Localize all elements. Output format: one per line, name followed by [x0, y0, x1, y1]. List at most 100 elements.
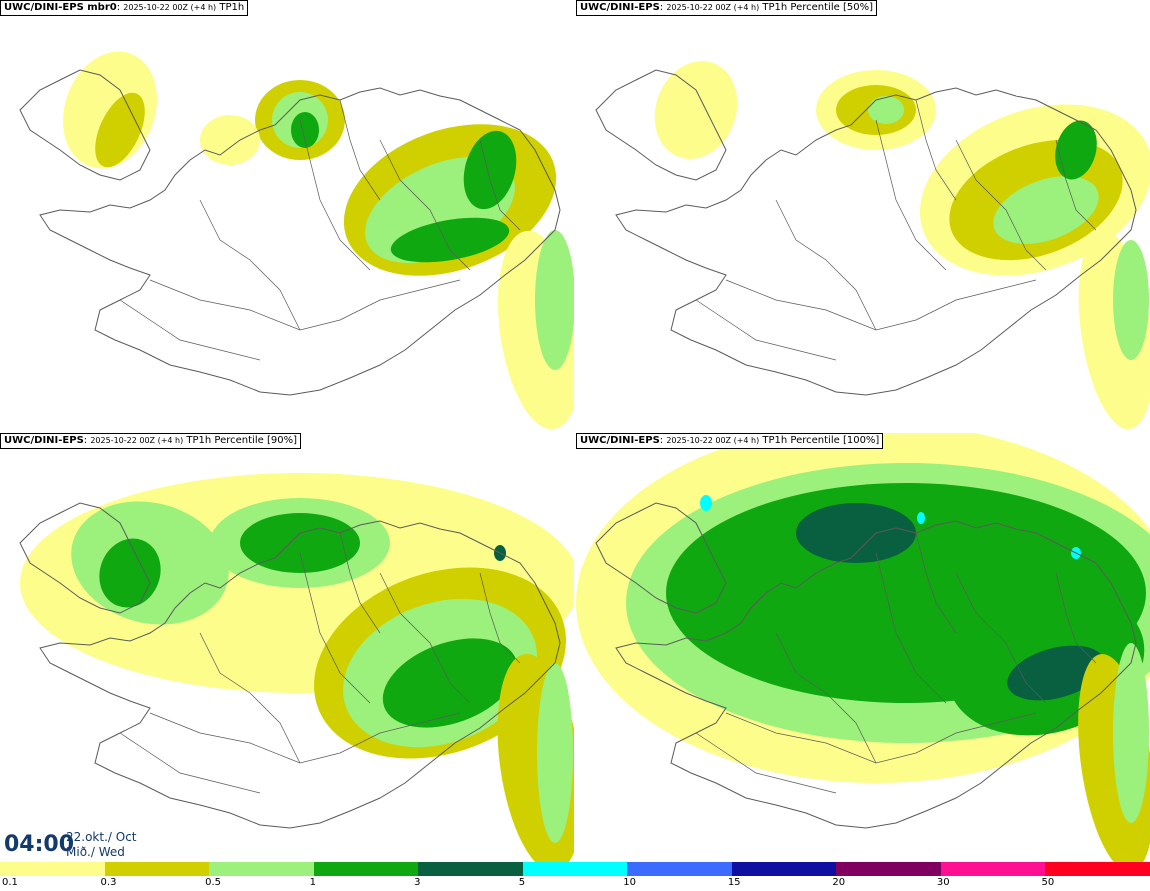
colorbar-segment [627, 862, 732, 876]
map-panel-p100: UWC/DINI-EPS: 2025-10-22 00Z (+4 h) TP1h… [576, 433, 1150, 862]
colorbar-segment [418, 862, 523, 876]
coastline [615, 520, 1137, 829]
precip-contour [654, 61, 738, 159]
road-line [955, 139, 1047, 271]
run-time: 2025-10-22 00Z (+4 h) [123, 3, 217, 12]
precip-map [595, 61, 1150, 429]
road-line [339, 99, 381, 201]
precip-colorbar [0, 862, 1150, 876]
map-panel-mbr0: UWC/DINI-EPS mbr0: 2025-10-22 00Z (+4 h)… [0, 0, 574, 429]
road-line [695, 299, 837, 361]
field-name: TP1h [219, 2, 245, 13]
iceland-outline [19, 502, 561, 829]
precip-contour [1113, 240, 1149, 360]
precip-contour [463, 130, 517, 210]
precip-contour [700, 495, 712, 511]
colorbar-tick-label: 20 [832, 877, 846, 888]
road-line [299, 119, 371, 271]
precip-contour [1007, 645, 1105, 701]
road-line [875, 552, 947, 704]
road-line [479, 139, 521, 231]
panel-title: UWC/DINI-EPS: 2025-10-22 00Z (+4 h) TP1h… [576, 433, 884, 449]
precip-map [19, 51, 574, 429]
colorbar-segment [940, 862, 1046, 876]
road-line [149, 279, 461, 331]
precip-field [576, 433, 1150, 862]
road-line [119, 299, 261, 361]
precip-contour [537, 663, 573, 843]
colorbar-tick-label: 30 [936, 877, 950, 888]
road-line [379, 139, 471, 271]
precip-field [62, 51, 574, 429]
colorbar-segment [731, 862, 837, 876]
road-line [379, 572, 471, 704]
colorbar-segment [0, 862, 105, 876]
valid-time-box: 04:00 22.okt./ Oct Mið./ Wed [0, 828, 140, 862]
panel-title: UWC/DINI-EPS mbr0: 2025-10-22 00Z (+4 h)… [0, 0, 249, 16]
precip-contour [535, 230, 574, 370]
road-line [695, 732, 837, 794]
colorbar-segment [104, 862, 210, 876]
coastline [39, 87, 561, 396]
model-name: UWC/DINI-EPS mbr0 [4, 2, 117, 13]
precip-contour [917, 512, 925, 524]
road-line [725, 279, 1037, 331]
valid-date-line2: Mið./ Wed [66, 845, 125, 859]
map-panel-p50: UWC/DINI-EPS: 2025-10-22 00Z (+4 h) TP1h… [576, 0, 1150, 429]
coastline [595, 69, 727, 181]
precip-contour [868, 96, 904, 124]
colorbar-tick-label: 5 [518, 877, 526, 888]
coastline [39, 520, 561, 829]
coastline [615, 87, 1137, 396]
colorbar-tick-label: 1 [309, 877, 316, 888]
precip-field [20, 473, 574, 862]
precip-contour [1055, 120, 1097, 180]
colorbar-ticks: 0.1 0.3 0.5 1 3 5 10 15 20 30 50 [0, 877, 1150, 891]
road-line [479, 572, 521, 664]
colorbar-tick-label: 0.5 [205, 877, 221, 888]
colorbar-segment [836, 862, 941, 876]
model-name: UWC/DINI-EPS [580, 435, 660, 446]
model-name: UWC/DINI-EPS [4, 435, 84, 446]
road-line [119, 732, 261, 794]
road-line [339, 532, 381, 634]
precip-contour [993, 176, 1099, 244]
road-line [149, 712, 461, 764]
colorbar-tick-label: 0.1 [2, 877, 18, 888]
road-line [1055, 572, 1097, 664]
map-panel-p90: UWC/DINI-EPS: 2025-10-22 00Z (+4 h) TP1h… [0, 433, 574, 862]
colorbar-tick-label: 3 [414, 877, 421, 888]
iceland-outline [595, 69, 1137, 396]
precip-contour [99, 538, 161, 608]
colorbar-segment [209, 862, 314, 876]
run-time: 2025-10-22 00Z (+4 h) [90, 436, 184, 445]
field-name: TP1h Percentile [90%] [186, 435, 297, 446]
precip-contour [291, 112, 319, 148]
coastline [19, 502, 151, 614]
valid-date-line1: 22.okt./ Oct [66, 830, 137, 844]
road-line [775, 199, 877, 331]
run-time: 2025-10-22 00Z (+4 h) [666, 3, 760, 12]
field-name: TP1h Percentile [50%] [762, 2, 873, 13]
road-line [1055, 139, 1097, 231]
road-line [915, 99, 957, 201]
colorbar-tick-label: 0.3 [100, 877, 117, 888]
colorbar-tick-label: 15 [727, 877, 741, 888]
road-line [299, 552, 371, 704]
road-line [199, 632, 301, 764]
iceland-outline [595, 502, 1137, 829]
precip-contour [1113, 643, 1149, 823]
panel-title: UWC/DINI-EPS: 2025-10-22 00Z (+4 h) TP1h… [576, 0, 877, 16]
precip-field [654, 61, 1150, 429]
precip-map [576, 433, 1150, 862]
road-line [875, 119, 947, 271]
panel-title: UWC/DINI-EPS: 2025-10-22 00Z (+4 h) TP1h… [0, 433, 301, 449]
road-line [199, 199, 301, 331]
coastline [595, 502, 727, 614]
road-line [915, 532, 957, 634]
precip-contour [200, 115, 260, 165]
colorbar-segment [522, 862, 628, 876]
iceland-outline [19, 69, 561, 396]
colorbar-segment [1045, 862, 1150, 876]
precip-contour [95, 92, 145, 168]
